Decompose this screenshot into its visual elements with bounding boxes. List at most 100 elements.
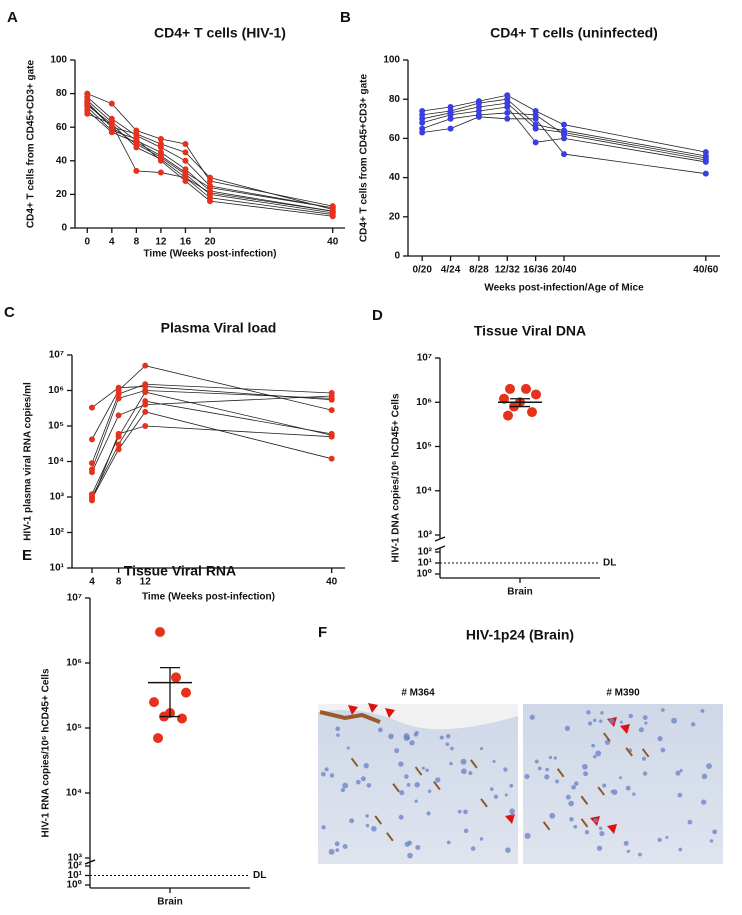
nucleus <box>470 846 476 851</box>
nucleus <box>509 783 514 788</box>
nucleus <box>545 767 549 772</box>
nucleus <box>595 750 602 757</box>
y-tick-label: 10¹ <box>68 870 83 881</box>
nucleus <box>596 845 603 851</box>
nucleus <box>320 771 326 777</box>
data-point <box>527 407 537 418</box>
data-point <box>149 697 159 708</box>
y-tick-label: 10³ <box>50 492 65 503</box>
stain <box>580 818 589 828</box>
series-line <box>91 395 332 473</box>
data-point <box>133 139 140 146</box>
nucleus <box>592 755 597 759</box>
nucleus <box>571 784 576 790</box>
nucleus <box>479 747 484 751</box>
axis-break <box>84 859 96 865</box>
y-tick-label: 10⁴ <box>48 456 64 467</box>
nucleus <box>625 785 631 791</box>
y-tick-label: 0 <box>61 223 67 234</box>
x-tick-label: 40 <box>326 577 338 588</box>
nucleus <box>709 839 714 843</box>
data-point <box>182 149 189 156</box>
nucleus <box>568 800 574 807</box>
data-point <box>207 189 213 196</box>
nucleus <box>388 733 394 740</box>
y-tick-label: 10⁵ <box>66 723 82 734</box>
nucleus <box>329 773 335 778</box>
nucleus <box>426 811 431 816</box>
nucleus <box>644 721 648 725</box>
data-point <box>157 135 164 142</box>
nucleus <box>610 789 614 794</box>
y-tick-label: 0 <box>394 251 400 262</box>
nucleus <box>592 718 597 723</box>
nucleus <box>342 782 349 789</box>
nucleus <box>360 776 366 782</box>
y-tick-label: 10⁶ <box>66 658 82 669</box>
nucleus <box>679 769 683 773</box>
series-line <box>91 365 332 440</box>
data-point <box>142 389 149 396</box>
nucleus <box>505 847 511 853</box>
data-point <box>88 460 95 467</box>
y-axis-label: HIV-1 plasma viral RNA copies/ml <box>23 382 34 541</box>
data-point <box>447 125 454 132</box>
data-point <box>153 733 163 744</box>
nucleus <box>413 732 418 737</box>
nucleus <box>660 747 666 753</box>
nucleus <box>599 830 605 837</box>
nucleus <box>701 799 707 805</box>
stain <box>470 759 478 769</box>
y-tick-label: 10² <box>418 547 433 558</box>
data-point <box>157 156 164 163</box>
data-point <box>561 151 567 158</box>
stain <box>542 821 551 831</box>
data-point <box>84 110 91 117</box>
data-point <box>157 141 164 147</box>
stain <box>386 832 394 842</box>
nucleus <box>445 734 451 739</box>
nucleus <box>398 814 404 820</box>
nucleus <box>602 783 607 788</box>
data-point <box>142 381 149 388</box>
nucleus <box>565 794 571 800</box>
data-point <box>115 390 122 397</box>
nucleus <box>573 824 578 829</box>
nucleus <box>701 773 708 780</box>
nucleus <box>642 715 648 721</box>
data-point <box>328 392 335 399</box>
panel-title: HIV-1p24 (Brain) <box>466 627 574 643</box>
data-point <box>329 213 336 220</box>
nucleus <box>371 825 377 832</box>
nucleus <box>555 779 560 784</box>
nucleus <box>529 714 535 720</box>
nucleus <box>586 710 591 715</box>
data-point <box>177 713 187 724</box>
data-point <box>532 125 539 132</box>
nucleus <box>468 771 473 776</box>
nucleus <box>619 720 623 724</box>
panel-letter: F <box>318 624 327 641</box>
data-point <box>115 446 122 453</box>
nucleus <box>399 790 405 796</box>
nucleus <box>671 717 677 724</box>
x-tick-label: 4 <box>109 237 115 248</box>
nucleus <box>493 794 499 799</box>
y-tick-label: 10¹ <box>50 563 65 574</box>
stain <box>414 766 423 776</box>
nucleus <box>687 819 693 825</box>
nucleus <box>504 793 508 797</box>
nucleus <box>675 770 681 776</box>
nucleus <box>446 840 451 845</box>
nucleus <box>328 848 335 855</box>
axis-break <box>434 545 446 551</box>
nucleus <box>403 733 410 740</box>
nucleus <box>599 719 603 723</box>
nucleus <box>632 792 636 796</box>
x-tick-label: 0 <box>84 237 90 248</box>
data-point <box>84 100 91 107</box>
data-point <box>115 412 122 419</box>
data-point <box>475 113 482 120</box>
data-point <box>532 115 539 122</box>
